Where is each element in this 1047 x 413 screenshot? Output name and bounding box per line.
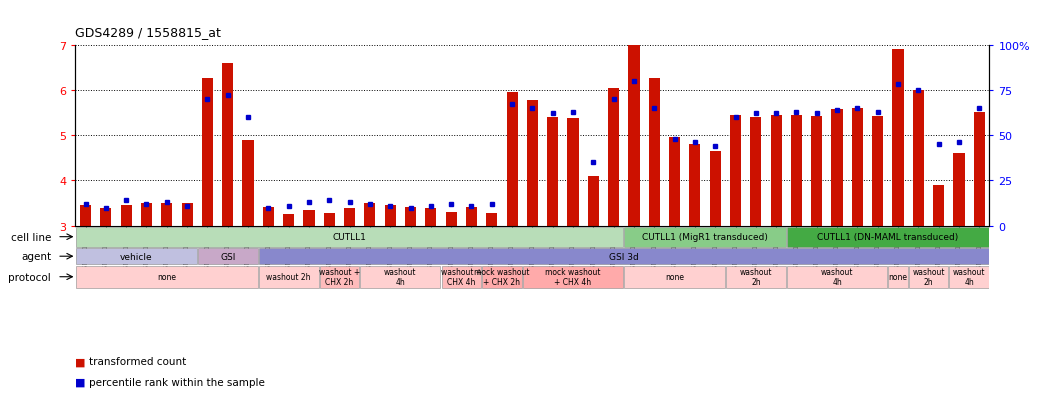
Bar (669, 138, 681, 226)
Bar (141, 204, 152, 226)
Bar (161, 204, 173, 226)
Text: ■: ■ (75, 356, 86, 366)
Bar (909, 266, 949, 288)
Bar (442, 266, 481, 288)
Bar (360, 266, 441, 288)
Bar (222, 64, 233, 226)
Bar (624, 227, 785, 247)
Bar (624, 266, 725, 288)
Text: washout
2h: washout 2h (912, 267, 944, 287)
Bar (483, 266, 521, 288)
Text: percentile rank within the sample: percentile rank within the sample (89, 377, 265, 387)
Bar (120, 206, 132, 226)
Bar (689, 145, 700, 226)
Text: washout
4h: washout 4h (953, 267, 985, 287)
Text: cell line: cell line (10, 232, 51, 242)
Text: protocol: protocol (8, 272, 51, 282)
Bar (831, 109, 843, 226)
Text: GSI: GSI (220, 252, 236, 261)
Bar (76, 227, 623, 247)
Bar (710, 152, 720, 226)
Text: GSI 3d: GSI 3d (609, 252, 639, 261)
Bar (649, 79, 660, 226)
Bar (384, 206, 396, 226)
Bar (787, 266, 887, 288)
Bar (852, 109, 863, 226)
Text: CUTLL1 (DN-MAML transduced): CUTLL1 (DN-MAML transduced) (818, 233, 958, 242)
Text: washout +
CHX 2h: washout + CHX 2h (319, 267, 360, 287)
Bar (950, 266, 988, 288)
Text: washout 2h: washout 2h (266, 273, 311, 282)
Bar (872, 117, 884, 226)
Bar (425, 209, 437, 226)
Bar (319, 266, 359, 288)
Text: none: none (665, 273, 684, 282)
Text: washout
4h: washout 4h (821, 267, 853, 287)
Bar (787, 227, 988, 247)
Bar (913, 90, 923, 226)
Bar (790, 115, 802, 226)
Text: washout +
CHX 4h: washout + CHX 4h (441, 267, 482, 287)
Bar (730, 115, 741, 226)
Text: vehicle: vehicle (120, 252, 153, 261)
Bar (466, 207, 477, 226)
Bar (974, 113, 985, 226)
Text: agent: agent (21, 252, 51, 261)
Bar (80, 206, 91, 226)
Bar (202, 79, 213, 226)
Bar (486, 214, 497, 226)
Bar (101, 209, 111, 226)
Bar (628, 45, 640, 226)
Bar (889, 266, 908, 288)
Bar (283, 215, 294, 226)
Bar (527, 100, 538, 226)
Text: CUTLL1: CUTLL1 (333, 233, 366, 242)
Text: mock washout
+ CHX 4h: mock washout + CHX 4h (545, 267, 601, 287)
Bar (587, 176, 599, 226)
Bar (259, 266, 318, 288)
Bar (548, 118, 558, 226)
Text: mock washout
+ CHX 2h: mock washout + CHX 2h (474, 267, 530, 287)
Bar (933, 185, 944, 226)
Text: CUTLL1 (MigR1 transduced): CUTLL1 (MigR1 transduced) (642, 233, 768, 242)
Bar (243, 140, 253, 226)
Bar (726, 266, 785, 288)
Bar (198, 249, 258, 264)
Bar (324, 214, 335, 226)
Bar (364, 204, 376, 226)
Text: transformed count: transformed count (89, 356, 186, 366)
Bar (76, 249, 197, 264)
Text: none: none (889, 273, 908, 282)
Text: washout
2h: washout 2h (739, 267, 772, 287)
Bar (608, 88, 619, 226)
Bar (446, 213, 456, 226)
Text: GDS4289 / 1558815_at: GDS4289 / 1558815_at (75, 26, 221, 39)
Bar (405, 207, 416, 226)
Bar (263, 207, 274, 226)
Bar (181, 204, 193, 226)
Bar (771, 115, 782, 226)
Bar (344, 209, 355, 226)
Bar (954, 154, 964, 226)
Bar (304, 210, 314, 226)
Bar (259, 249, 988, 264)
Bar (522, 266, 623, 288)
Text: ■: ■ (75, 377, 86, 387)
Bar (76, 266, 258, 288)
Bar (507, 93, 517, 226)
Bar (567, 119, 579, 226)
Text: washout
4h: washout 4h (384, 267, 417, 287)
Text: none: none (157, 273, 176, 282)
Bar (751, 118, 761, 226)
Bar (892, 50, 904, 226)
Bar (811, 117, 822, 226)
